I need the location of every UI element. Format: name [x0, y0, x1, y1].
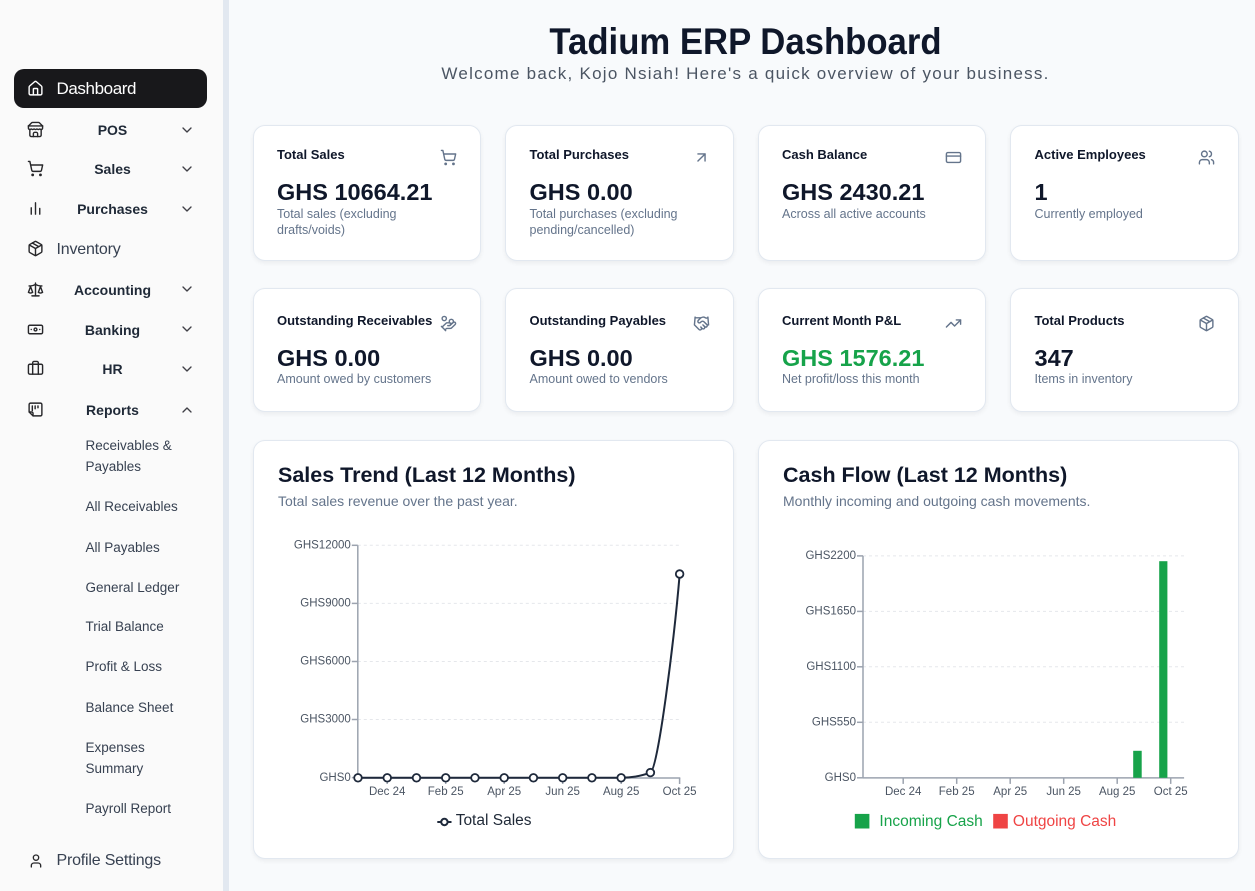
svg-text:GHS550: GHS550	[811, 717, 855, 729]
svg-text:Feb 25: Feb 25	[427, 786, 463, 798]
svg-text:GHS0: GHS0	[319, 772, 350, 784]
svg-text:Aug 25: Aug 25	[1098, 786, 1134, 798]
svg-text:Apr 25: Apr 25	[487, 786, 521, 798]
svg-text:GHS1650: GHS1650	[805, 606, 856, 618]
svg-text:Oct 25: Oct 25	[1153, 786, 1187, 798]
svg-text:GHS1100: GHS1100	[806, 661, 856, 673]
svg-text:Dec 24: Dec 24	[884, 786, 921, 798]
svg-text:GHS6000: GHS6000	[300, 656, 351, 668]
svg-text:Jun 25: Jun 25	[545, 786, 580, 798]
svg-text:Total Sales: Total Sales	[455, 812, 531, 829]
svg-text:Outgoing Cash: Outgoing Cash	[1012, 813, 1115, 830]
svg-text:GHS2200: GHS2200	[805, 550, 856, 562]
svg-text:GHS3000: GHS3000	[300, 714, 351, 726]
svg-text:Dec 24: Dec 24	[368, 786, 405, 798]
svg-text:Oct 25: Oct 25	[662, 786, 696, 798]
svg-text:Incoming Cash: Incoming Cash	[879, 813, 982, 830]
svg-text:Aug 25: Aug 25	[602, 786, 638, 798]
svg-text:Jun 25: Jun 25	[1046, 786, 1081, 798]
svg-text:GHS9000: GHS9000	[300, 598, 351, 610]
svg-text:GHS12000: GHS12000	[293, 540, 350, 552]
svg-text:Feb 25: Feb 25	[938, 786, 974, 798]
svg-text:Apr 25: Apr 25	[993, 786, 1027, 798]
svg-text:GHS0: GHS0	[824, 772, 855, 784]
